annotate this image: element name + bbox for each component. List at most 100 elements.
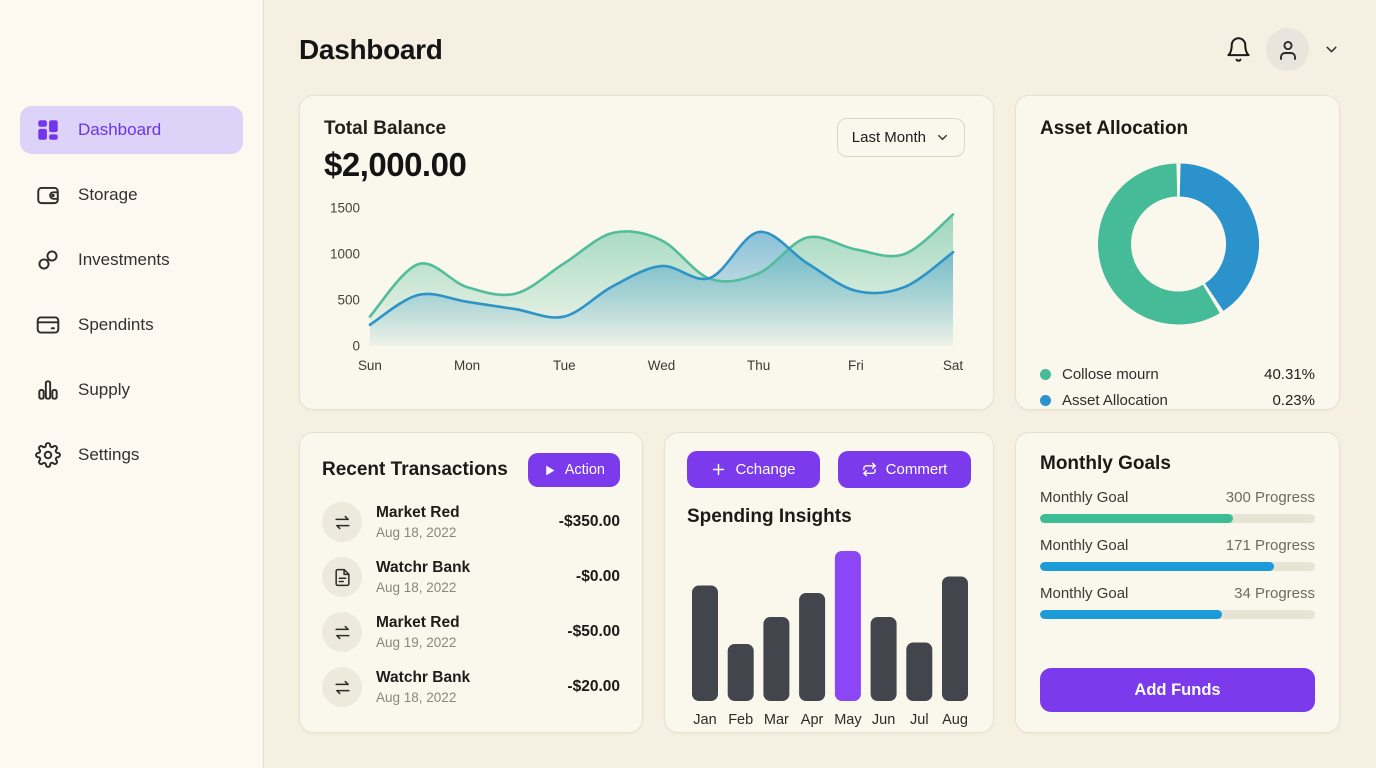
transaction-row: Market Red Aug 19, 2022 -$50.00	[322, 612, 620, 652]
legend-value: 0.23%	[1272, 392, 1315, 409]
goals-title: Monthly Goals	[1040, 453, 1171, 474]
svg-text:Fri: Fri	[848, 358, 864, 373]
add-funds-button[interactable]: Add Funds	[1040, 668, 1315, 712]
svg-text:Mar: Mar	[764, 712, 789, 728]
transaction-row: Market Red Aug 18, 2022 -$350.00	[322, 502, 620, 542]
sidebar-item-dashboard[interactable]: Dashboard	[20, 106, 243, 154]
transfer-icon	[334, 515, 350, 529]
bell-icon	[1227, 37, 1250, 62]
balance-area-chart: 0 500 1000 1500 Sun Mon Tue Wed Thu Fri Sat	[330, 201, 963, 373]
document-icon	[334, 568, 350, 586]
period-select-value: Last Month	[851, 129, 926, 146]
svg-text:Tue: Tue	[553, 358, 576, 373]
svg-text:1500: 1500	[330, 201, 360, 216]
bars-icon	[38, 380, 58, 400]
action-button-label: Action	[564, 462, 605, 478]
goal-progress-label: 34 Progress	[1234, 585, 1315, 602]
asset-donut-chart	[1098, 163, 1259, 325]
goal-row: Monthly Goal 300 Progress	[1040, 489, 1315, 523]
card-icon	[36, 316, 60, 334]
svg-text:Mon: Mon	[454, 358, 480, 373]
svg-text:May: May	[834, 712, 862, 728]
sidebar-item-spendints[interactable]: Spendints	[20, 301, 243, 349]
svg-text:Jan: Jan	[693, 712, 716, 728]
legend-dot	[1040, 395, 1051, 406]
transaction-amount: -$0.00	[576, 568, 620, 585]
balance-amount: $2,000.00	[324, 146, 467, 183]
transaction-date: Aug 19, 2022	[376, 635, 457, 650]
transaction-amount: -$350.00	[558, 513, 620, 530]
sidebar-item-supply[interactable]: Supply	[20, 366, 243, 414]
svg-text:Thu: Thu	[747, 358, 770, 373]
insights-title: Spending Insights	[687, 506, 852, 527]
svg-text:Feb: Feb	[728, 712, 753, 728]
user-avatar[interactable]	[1266, 28, 1309, 71]
balance-title: Total Balance	[324, 118, 447, 139]
transaction-name: Watchr Bank	[376, 669, 471, 686]
topbar: Dashboard	[299, 0, 1340, 95]
sidebar-item-label: Spendints	[78, 315, 154, 334]
page-title: Dashboard	[299, 33, 443, 65]
gear-icon	[35, 442, 61, 468]
spending-insights-card: Cchange Commert Spending Insights Jan Feb…	[664, 432, 994, 733]
svg-text:500: 500	[337, 292, 359, 307]
chevron-down-icon	[938, 134, 947, 141]
transaction-amount: -$50.00	[567, 623, 620, 640]
transaction-date: Aug 18, 2022	[376, 580, 457, 595]
svg-text:Apr: Apr	[801, 712, 824, 728]
sidebar-item-investments[interactable]: Investments	[20, 236, 243, 284]
links-icon	[38, 250, 58, 270]
sidebar-item-storage[interactable]: Storage	[20, 171, 243, 219]
recent-transactions-card: Recent Transactions Action Market Red Au…	[299, 432, 643, 733]
svg-text:Jun: Jun	[872, 712, 895, 728]
commert-button-label: Commert	[885, 461, 948, 478]
asset-allocation-card: Asset Allocation Collose mourn 40.31% As…	[1015, 95, 1340, 410]
grid-icon	[38, 120, 58, 140]
goal-progress-label: 171 Progress	[1225, 537, 1315, 554]
transaction-row: Watchr Bank Aug 18, 2022 -$20.00	[322, 667, 620, 707]
goal-progress-fill	[1040, 562, 1274, 571]
goal-row: Monthly Goal 171 Progress	[1040, 537, 1315, 571]
goal-progress-label: 300 Progress	[1225, 489, 1315, 506]
legend-item: Asset Allocation 0.23%	[1040, 392, 1315, 409]
goal-progress-fill	[1040, 610, 1222, 619]
spending-bar-chart: Jan Feb Mar Apr May Jun Jul Aug	[692, 551, 968, 728]
transaction-date: Aug 18, 2022	[376, 690, 457, 705]
asset-card-title: Asset Allocation	[1040, 118, 1189, 139]
cchange-button[interactable]: Cchange	[687, 451, 820, 488]
transaction-date: Aug 18, 2022	[376, 525, 457, 540]
goal-row: Monthly Goal 34 Progress	[1040, 585, 1315, 619]
chevron-down-icon	[1326, 46, 1337, 53]
svg-text:0: 0	[352, 338, 360, 353]
transactions-title: Recent Transactions	[322, 459, 508, 480]
repeat-icon	[862, 462, 876, 477]
svg-text:Sun: Sun	[358, 358, 382, 373]
transaction-name: Market Red	[376, 504, 460, 521]
transaction-name: Market Red	[376, 614, 460, 631]
transfer-icon	[334, 625, 350, 639]
goal-progress-bar	[1040, 562, 1315, 571]
sidebar-item-label: Storage	[78, 185, 138, 204]
period-select[interactable]: Last Month	[836, 118, 965, 157]
sidebar-item-label: Investments	[78, 250, 170, 269]
legend-label: Collose mourn	[1062, 366, 1159, 383]
svg-text:Wed: Wed	[648, 358, 675, 373]
asset-legend: Collose mourn 40.31% Asset Allocation 0.…	[1040, 366, 1315, 409]
play-icon	[545, 465, 555, 475]
legend-dot	[1040, 369, 1051, 380]
plus-icon	[713, 463, 725, 476]
goal-label: Monthly Goal	[1040, 585, 1129, 602]
svg-text:Jul: Jul	[910, 712, 929, 728]
goal-label: Monthly Goal	[1040, 537, 1129, 554]
sidebar-item-settings[interactable]: Settings	[20, 431, 243, 479]
commert-button[interactable]: Commert	[838, 451, 971, 488]
sidebar: Dashboard Storage Investments Spendints …	[0, 0, 264, 768]
monthly-goals-card: Monthly Goals Monthly Goal 300 Progress …	[1015, 432, 1340, 733]
notifications-button[interactable]	[1225, 36, 1252, 63]
wallet-icon	[37, 186, 59, 205]
goal-progress-fill	[1040, 514, 1233, 523]
main-content: Dashboard Total Bala	[264, 0, 1376, 768]
profile-menu-button[interactable]	[1323, 41, 1340, 58]
action-button[interactable]: Action	[527, 453, 620, 487]
transaction-row: Watchr Bank Aug 18, 2022 -$0.00	[322, 557, 620, 597]
